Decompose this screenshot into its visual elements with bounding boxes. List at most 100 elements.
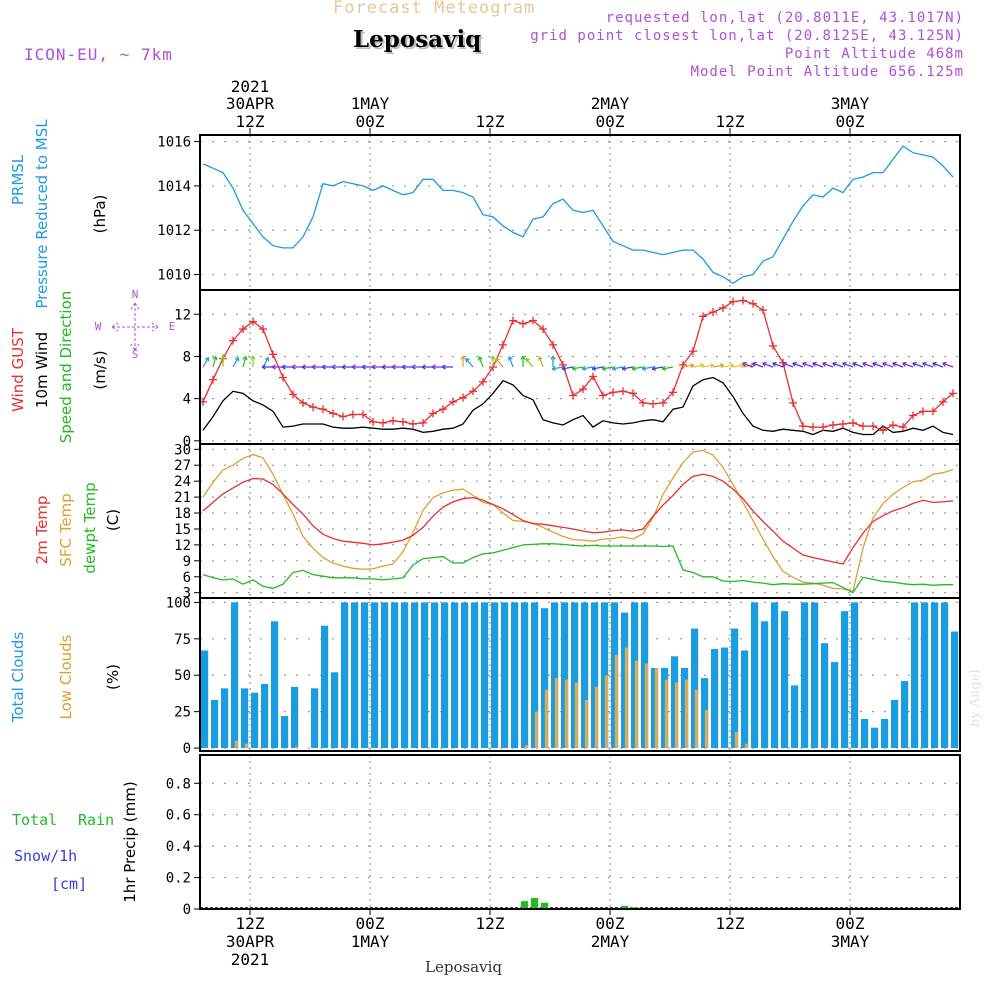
compass-rose-icon: N S W E (95, 288, 176, 361)
ytick-label-precip: 0.8 (166, 776, 191, 792)
label-hpa: (hPa) (91, 195, 109, 234)
wind-direction-arrow (862, 361, 874, 368)
gust-point-marker (269, 350, 277, 359)
gust-point-marker (689, 347, 697, 356)
series-sfc-temp-line (202, 449, 954, 592)
ytick-label-wind: 12 (174, 307, 191, 323)
bar-total-clouds (801, 602, 809, 749)
gust-point-marker (819, 423, 827, 432)
gust-point-marker (889, 421, 897, 430)
gust-point-marker (379, 418, 387, 427)
top-xtick-date: 3MAY (831, 94, 870, 113)
bar-total-clouds (621, 612, 629, 749)
wind-direction-arrow (722, 363, 735, 369)
bar-total-clouds (681, 667, 689, 749)
wind-direction-arrow (331, 364, 343, 370)
gust-point-marker (739, 296, 747, 305)
label-cm: [cm] (51, 875, 87, 893)
gust-point-marker (339, 412, 347, 421)
label-wind-gust: Wind GUST (9, 327, 27, 412)
bar-low-clouds (604, 675, 609, 749)
wind-direction-arrow (341, 364, 353, 370)
wind-direction-arrow (232, 356, 240, 368)
gust-point-marker (329, 409, 337, 418)
wind-direction-arrow (361, 364, 373, 370)
bar-total-clouds (291, 686, 299, 749)
series-dewpt-temp-line (202, 543, 953, 594)
bar-total-clouds (761, 621, 769, 749)
bottom-xtick-date: 30APR (226, 932, 275, 951)
wind-direction-arrow (812, 361, 824, 368)
bar-low-clouds (524, 745, 529, 749)
gust-point-marker (899, 423, 907, 432)
gust-point-marker (879, 426, 887, 435)
wind-direction-arrow (371, 364, 383, 370)
bar-total-clouds (871, 727, 879, 749)
bar-total-clouds (941, 602, 949, 749)
point-altitude: Point Altitude 468m (784, 46, 964, 62)
gust-point-marker (769, 341, 777, 350)
bar-total-clouds (371, 602, 379, 749)
panel-frame-clouds (199, 597, 961, 752)
bar-total-clouds (631, 602, 639, 749)
wind-direction-arrow (477, 356, 484, 368)
ytick-label-clouds: 0 (183, 741, 191, 757)
bar-total-clouds (811, 602, 819, 749)
wind-direction-arrow (537, 356, 544, 368)
bar-low-clouds (644, 663, 649, 749)
wind-direction-arrow (912, 361, 924, 368)
bar-low-clouds (234, 740, 239, 749)
wind-direction-arrow (561, 365, 574, 371)
top-xtick-hour: 00Z (836, 112, 865, 131)
wind-direction-arrow (782, 361, 794, 368)
bar-low-clouds (594, 686, 599, 749)
top-xtick-date: 30APR (226, 94, 275, 113)
wind-direction-arrow (872, 361, 884, 368)
gust-point-marker (349, 410, 357, 419)
ytick-label-clouds: 50 (174, 668, 191, 684)
wind-direction-arrow (490, 355, 496, 367)
label-total-clouds: Total Clouds (9, 632, 27, 724)
ytick-label-precip: 0.6 (166, 808, 191, 824)
bar-total-clouds (201, 650, 209, 749)
wind-direction-arrow (702, 363, 715, 369)
bar-low-clouds (704, 710, 709, 749)
ytick-label-temp: 18 (174, 506, 191, 522)
gust-point-marker (909, 411, 917, 420)
bar-total-rain (621, 905, 629, 909)
bar-total-clouds (331, 672, 339, 749)
gust-point-marker (279, 373, 287, 382)
location-title: Leposaviq (353, 26, 482, 53)
bottom-xtick-hour: 12Z (716, 914, 745, 933)
wind-direction-arrow (942, 361, 954, 368)
forecast-title: Forecast Meteogram (333, 0, 536, 18)
wind-direction-arrow (832, 361, 844, 368)
label-snow: Snow/1h (14, 847, 77, 865)
wind-direction-arrow (792, 361, 804, 368)
bar-total-clouds (401, 602, 409, 749)
gust-point-marker (229, 336, 237, 345)
ytick-label-temp: 3 (183, 586, 191, 602)
wind-direction-arrow (261, 364, 273, 370)
bar-total-clouds (751, 602, 759, 749)
gust-point-marker (419, 418, 427, 427)
bar-low-clouds (244, 743, 249, 749)
ytick-label-temp: 9 (183, 554, 191, 570)
bar-low-clouds (634, 660, 639, 749)
wind-direction-arrow (271, 364, 283, 370)
gust-point-marker (799, 422, 807, 431)
wind-direction-arrow (460, 355, 466, 367)
gust-point-marker (399, 417, 407, 426)
gust-point-marker (929, 407, 937, 416)
wind-direction-arrow (465, 358, 474, 368)
bar-low-clouds (564, 679, 569, 749)
top-xtick-date: 1MAY (351, 94, 390, 113)
compass-e: E (169, 320, 176, 333)
gust-point-marker (789, 398, 797, 407)
bar-total-clouds (671, 656, 679, 749)
wind-direction-arrow (571, 365, 584, 371)
bar-total-clouds (421, 602, 429, 749)
bar-total-clouds (531, 602, 539, 749)
gust-point-marker (659, 398, 667, 407)
wind-direction-arrow (692, 363, 705, 369)
